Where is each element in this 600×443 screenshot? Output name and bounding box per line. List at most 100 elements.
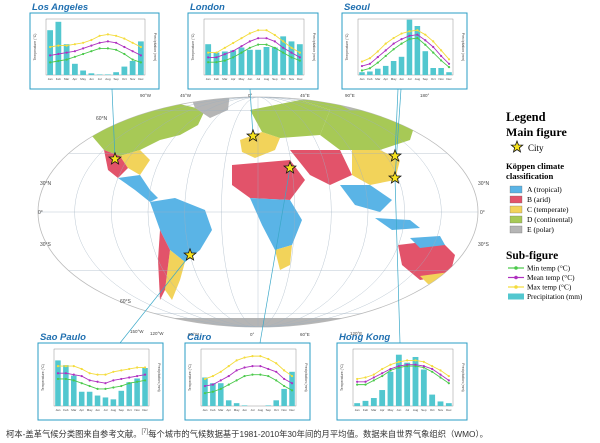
temp-point: [408, 30, 411, 33]
temp-point: [243, 374, 246, 378]
map-lon-label: 120°E: [350, 331, 362, 336]
precip-bar: [63, 365, 69, 406]
temp-point: [273, 40, 276, 43]
temp-point: [112, 370, 115, 373]
temp-point: [416, 33, 419, 36]
temp-point: [440, 54, 443, 58]
temp-point: [98, 41, 101, 44]
precip-bar: [110, 399, 117, 406]
temp-point: [207, 61, 210, 64]
plot-area: [45, 18, 146, 76]
precip-bar: [362, 400, 369, 406]
temp-point: [65, 51, 68, 54]
temp-point: [406, 359, 409, 362]
temp-point: [120, 377, 123, 381]
precip-bar: [430, 68, 436, 75]
continent-indonesia: [375, 218, 420, 230]
temp-series-line: [357, 365, 450, 386]
precip-bar: [78, 391, 85, 406]
month-tick-label: Oct: [281, 77, 286, 81]
temp-point: [392, 42, 395, 45]
y-axis-label-right: Precipitation (mm): [157, 363, 161, 391]
month-tick-label: Aug: [111, 408, 117, 412]
temp-point: [384, 49, 387, 52]
meridian-line: [74, 97, 259, 327]
month-tick-label: Jan: [206, 77, 211, 81]
y-axis-label-left: Temperature (°C): [340, 364, 344, 391]
precip-bar: [390, 61, 397, 75]
month-tick-label: Jul: [251, 408, 255, 412]
precip-bar: [121, 66, 128, 75]
temp-point: [298, 56, 301, 59]
temp-series-line: [361, 29, 450, 62]
temp-point: [257, 29, 260, 32]
precip-bar: [412, 356, 419, 406]
month-tick-label: Jan: [360, 77, 365, 81]
temp-point: [73, 43, 76, 46]
temp-point: [408, 34, 411, 37]
precip-bar: [102, 397, 109, 406]
temp-point: [72, 365, 75, 368]
month-tick-label: Mar: [371, 408, 376, 412]
temp-point: [123, 45, 126, 49]
temp-point: [400, 32, 403, 35]
city-markers: [108, 128, 402, 261]
temp-point: [120, 384, 123, 388]
temp-point: [376, 55, 379, 59]
temp-point: [235, 369, 238, 372]
precip-bar: [221, 51, 228, 75]
precip-bar: [55, 360, 61, 406]
y-axis-label-right: Precipitation (mm): [304, 363, 308, 391]
temp-point: [414, 363, 417, 366]
month-tick-label: Jun: [247, 77, 252, 81]
meridian-line: [147, 97, 259, 327]
precip-bar: [142, 368, 148, 406]
map-lat-label: 0°: [38, 210, 43, 216]
callout-line: [394, 88, 399, 157]
temp-point: [56, 372, 60, 375]
temp-point: [72, 373, 75, 376]
legend-sub-title: Sub-figure: [506, 250, 558, 262]
map-lon-label: 60°W: [188, 332, 200, 337]
temp-point: [96, 387, 99, 390]
meridian-line: [257, 97, 295, 327]
precip-bar: [437, 401, 444, 406]
precip-bar: [205, 44, 212, 75]
temp-point: [251, 355, 254, 358]
temp-point: [219, 379, 222, 382]
month-tick-label: Sep: [113, 77, 119, 81]
legend-series-marker: [514, 275, 518, 280]
month-tick-label: Sep: [421, 408, 427, 412]
temp-point: [128, 367, 131, 371]
temp-point: [115, 34, 118, 37]
temp-point: [389, 363, 392, 366]
month-tick-label: Oct: [431, 77, 436, 81]
temp-point: [400, 42, 403, 45]
temp-point: [414, 359, 417, 362]
temp-point: [447, 62, 451, 65]
temp-point: [131, 58, 134, 61]
temp-point: [240, 51, 243, 54]
month-tick-label: Dec: [289, 408, 295, 412]
month-tick-label: Jul: [405, 408, 409, 412]
temp-point: [80, 374, 83, 378]
precip-bar: [289, 371, 295, 406]
temp-point: [384, 54, 387, 58]
temp-point: [98, 47, 101, 50]
temp-point: [259, 355, 262, 358]
month-tick-label: Sep: [272, 77, 278, 81]
precip-bar: [367, 71, 373, 75]
city-star-icon: [246, 128, 260, 142]
meridian-line: [111, 97, 259, 327]
precip-bar: [246, 49, 253, 75]
temp-series-line: [361, 34, 450, 67]
legend-class-swatch: [509, 225, 523, 234]
month-tick-label: Jan: [355, 408, 360, 412]
legend-class-swatch: [509, 195, 523, 204]
temp-point: [104, 387, 107, 390]
temp-point: [235, 359, 238, 362]
month-tick-label: Feb: [214, 77, 220, 81]
temp-point: [440, 49, 443, 52]
temp-point: [389, 367, 392, 371]
temp-point: [90, 44, 93, 47]
